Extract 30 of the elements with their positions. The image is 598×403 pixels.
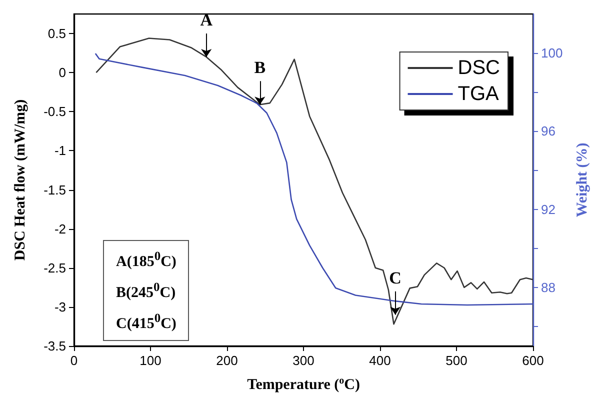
y-tick-label: -2 — [54, 221, 66, 236]
annotation: C(415$^{0}$C) — [116, 310, 176, 334]
annotation: B(245$^{0}$C) — [116, 279, 176, 303]
y2-tick-label: 100 — [541, 46, 563, 61]
x-tick-label: 400 — [369, 353, 391, 368]
annotation: A — [200, 10, 214, 30]
x-tick-label: 500 — [446, 353, 468, 368]
x-tick-label: 100 — [140, 353, 162, 368]
x-tick-label: 0 — [70, 353, 78, 368]
y-tick-label: 0.5 — [48, 26, 66, 42]
x-tick-label: 300 — [292, 353, 314, 368]
y-tick-label: -3.5 — [44, 338, 66, 354]
annotation: B — [254, 58, 266, 78]
x-tick-label: 600 — [522, 353, 544, 368]
y-tick-label: -1.5 — [44, 182, 66, 198]
y2-tick-label: 96 — [541, 124, 556, 139]
y-tick-label: -3 — [54, 299, 66, 314]
legend-label: DSC — [458, 57, 500, 79]
annotation: A(185$^{0}$C) — [116, 248, 176, 272]
y-tick-label: -0.5 — [44, 104, 66, 120]
y-axis-title: DSC Heat flow (mW/mg) — [12, 99, 28, 261]
y-tick-label: -1 — [54, 143, 66, 158]
y2-tick-label: 88 — [541, 280, 556, 295]
annotation: C — [389, 268, 402, 288]
y-tick-label: 0 — [58, 65, 66, 80]
y-tick-label: -2.5 — [44, 260, 66, 276]
y2-tick-label: 92 — [541, 202, 556, 217]
x-tick-label: 200 — [216, 353, 238, 368]
y2-axis-title: Weight (%) — [574, 142, 590, 218]
legend-label: TGA — [458, 83, 500, 105]
